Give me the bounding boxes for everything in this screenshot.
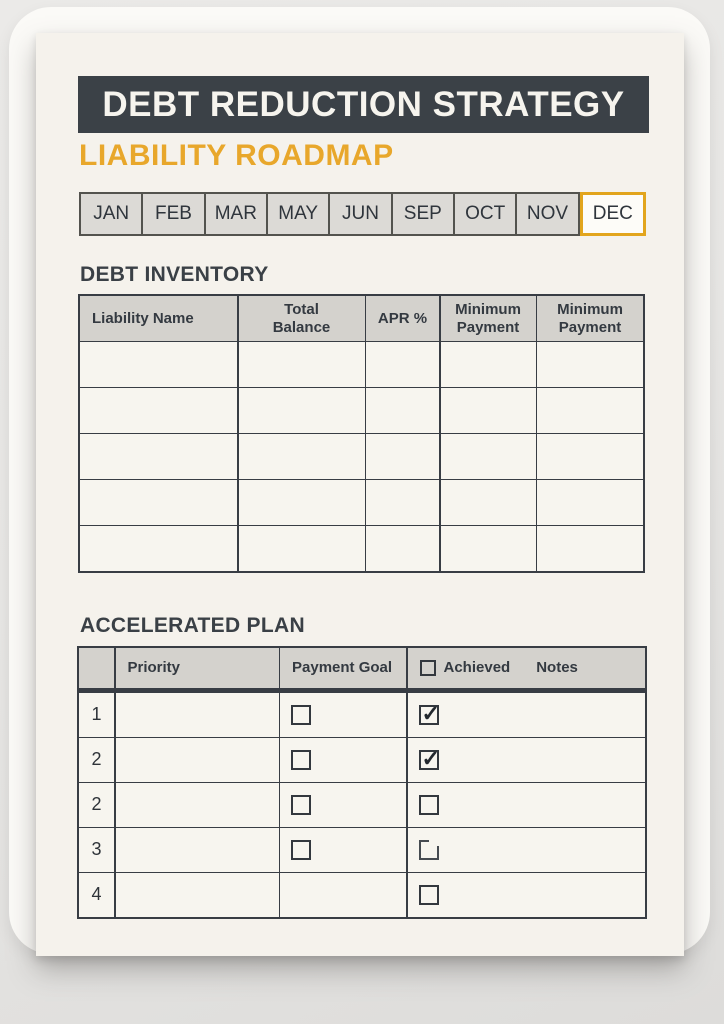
checkbox-empty-icon[interactable]	[418, 838, 440, 860]
checkbox-checked-icon[interactable]	[418, 703, 440, 725]
debt-inventory-cell[interactable]	[80, 434, 237, 479]
notes-header-label: Notes	[536, 659, 578, 677]
debt-inventory-cell[interactable]	[80, 480, 237, 525]
plan-payment-goal-cell[interactable]	[280, 783, 406, 827]
checkbox-empty-icon[interactable]	[291, 794, 311, 815]
column-header-minimum-payment-2: Minimum Payment	[537, 296, 643, 341]
page-subtitle: LIABILITY ROADMAP	[79, 139, 394, 172]
debt-inventory-cell[interactable]	[366, 526, 439, 571]
debt-inventory-cell[interactable]	[80, 388, 237, 433]
plan-achieved-notes-cell[interactable]	[407, 738, 645, 782]
plan-priority-cell[interactable]	[115, 693, 279, 737]
column-header-minimum-payment-1: Minimum Payment	[440, 296, 536, 341]
accelerated-plan-title: ACCELERATED PLAN	[80, 614, 305, 637]
checkbox-empty-icon[interactable]	[291, 839, 311, 860]
plan-payment-goal-cell[interactable]	[280, 693, 406, 737]
planner-page: DEBT REDUCTION STRATEGY LIABILITY ROADMA…	[36, 33, 684, 956]
month-tab-dec[interactable]: DEC	[579, 192, 646, 236]
debt-inventory-cell[interactable]	[238, 480, 365, 525]
checkbox-empty-icon[interactable]	[291, 704, 311, 725]
checkbox-empty-icon[interactable]	[291, 749, 311, 770]
plan-priority-cell[interactable]	[115, 873, 279, 917]
debt-inventory-cell[interactable]	[440, 342, 536, 387]
plan-achieved-notes-cell[interactable]	[407, 828, 645, 872]
debt-inventory-cell[interactable]	[440, 480, 536, 525]
debt-inventory-table: Liability Name Total Balance APR % Minim…	[78, 294, 645, 573]
plan-priority-cell[interactable]	[115, 783, 279, 827]
page-title-text: DEBT REDUCTION STRATEGY	[102, 84, 625, 124]
debt-inventory-cell[interactable]	[238, 388, 365, 433]
debt-inventory-cell[interactable]	[366, 342, 439, 387]
month-tab-oct[interactable]: OCT	[454, 194, 518, 234]
month-tab-sep[interactable]: SEP	[392, 194, 455, 234]
month-tab-nov[interactable]: NOV	[517, 194, 580, 234]
debt-inventory-cell[interactable]	[537, 342, 643, 387]
debt-inventory-cell[interactable]	[537, 526, 643, 571]
debt-inventory-cell[interactable]	[537, 388, 643, 433]
debt-inventory-cell[interactable]	[238, 342, 365, 387]
debt-inventory-cell[interactable]	[537, 480, 643, 525]
debt-inventory-cell[interactable]	[366, 388, 439, 433]
column-header-apr: APR %	[366, 296, 439, 341]
plan-achieved-notes-cell[interactable]	[407, 783, 645, 827]
plan-row-index: 4	[79, 873, 114, 917]
debt-inventory-cell[interactable]	[80, 342, 237, 387]
debt-inventory-cell[interactable]	[440, 434, 536, 479]
plan-row-index: 1	[79, 693, 114, 737]
month-tab-jan[interactable]: JAN	[81, 194, 144, 234]
achieved-header-checkbox-icon	[419, 660, 436, 676]
achieved-header-label: Achieved	[443, 659, 511, 677]
column-header-achieved-notes: Achieved Notes	[407, 648, 645, 688]
column-header-total-balance: Total Balance	[238, 296, 365, 341]
debt-inventory-cell[interactable]	[537, 434, 643, 479]
month-tabs: JAN FEB MAR MAY JUN SEP OCT NOV DEC	[79, 192, 646, 236]
month-tab-may[interactable]: MAY	[267, 194, 331, 234]
plan-row-index: 3	[79, 828, 114, 872]
month-tab-mar[interactable]: MAR	[205, 194, 268, 234]
debt-inventory-cell[interactable]	[440, 526, 536, 571]
plan-priority-cell[interactable]	[115, 738, 279, 782]
debt-inventory-cell[interactable]	[238, 434, 365, 479]
checkbox-checked-icon[interactable]	[418, 748, 440, 770]
checkbox-empty-icon[interactable]	[418, 884, 439, 905]
plan-priority-cell[interactable]	[115, 828, 279, 872]
debt-inventory-cell[interactable]	[440, 388, 536, 433]
plan-payment-goal-cell[interactable]	[280, 738, 406, 782]
debt-inventory-cell[interactable]	[366, 480, 439, 525]
column-header-liability-name: Liability Name	[80, 296, 237, 341]
plan-payment-goal-cell[interactable]	[280, 873, 406, 917]
debt-inventory-cell[interactable]	[80, 526, 237, 571]
debt-inventory-cell[interactable]	[238, 526, 365, 571]
column-header-priority: Priority	[115, 648, 279, 688]
plan-achieved-notes-cell[interactable]	[407, 693, 645, 737]
column-header-payment-goal: Payment Goal	[280, 648, 406, 688]
column-header-index	[79, 648, 114, 688]
page-title: DEBT REDUCTION STRATEGY	[78, 76, 649, 133]
plan-achieved-notes-cell[interactable]	[407, 873, 645, 917]
month-tab-jun[interactable]: JUN	[330, 194, 393, 234]
debt-inventory-title: DEBT INVENTORY	[80, 263, 269, 286]
plan-row-index: 2	[79, 783, 114, 827]
checkbox-empty-icon[interactable]	[418, 794, 439, 815]
month-tab-feb[interactable]: FEB	[143, 194, 206, 234]
plan-payment-goal-cell[interactable]	[280, 828, 406, 872]
plan-row-index: 2	[79, 738, 114, 782]
debt-inventory-cell[interactable]	[366, 434, 439, 479]
